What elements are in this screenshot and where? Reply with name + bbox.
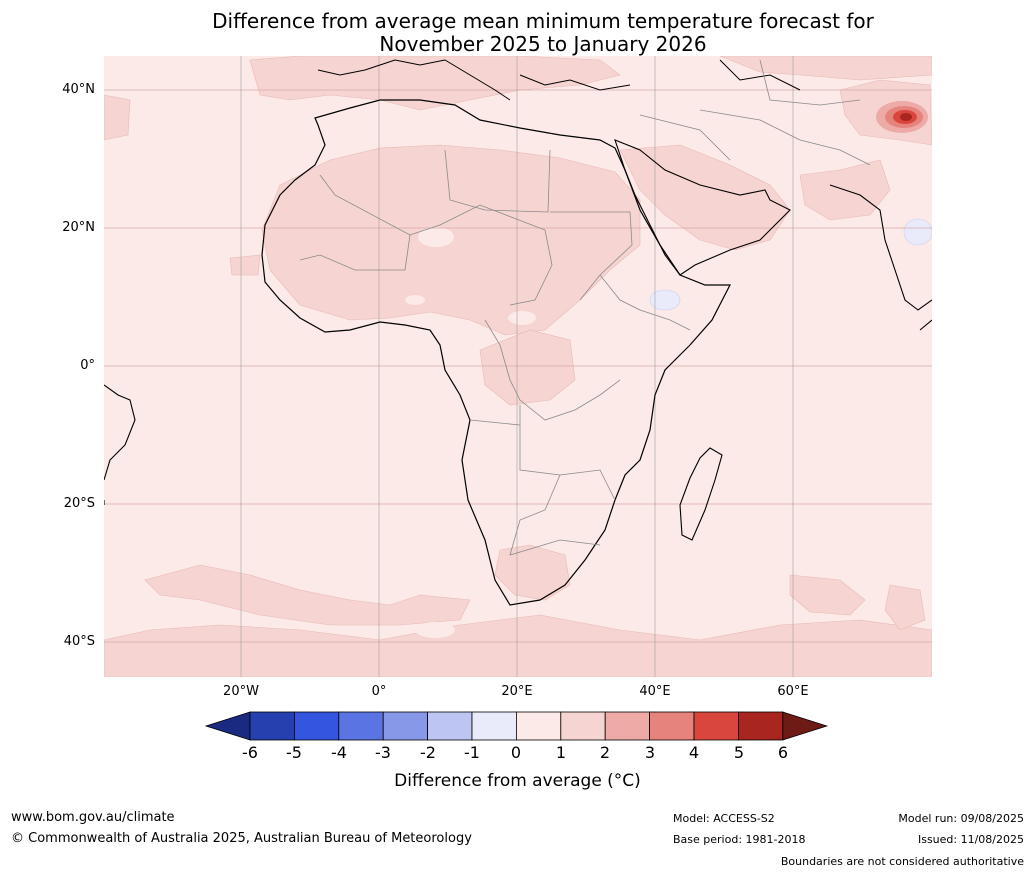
anomaly-negative-regions bbox=[649, 218, 932, 311]
europe-coastline bbox=[317, 59, 801, 101]
footer-base-period: Base period: 1981-2018 bbox=[673, 833, 806, 846]
colorbar-cell bbox=[427, 711, 473, 741]
india-coastline bbox=[829, 184, 932, 331]
colorbar-extend-low bbox=[204, 711, 251, 741]
colorbar-tick: 0 bbox=[510, 743, 522, 762]
footer-model-run: Model run: 09/08/2025 bbox=[898, 812, 1024, 825]
africa-coastline bbox=[261, 99, 731, 606]
colorbar-tick: 6 bbox=[777, 743, 789, 762]
lat-label-20s: 20°S bbox=[63, 496, 95, 511]
colorbar-tick: 2 bbox=[599, 743, 611, 762]
lat-label-40n: 40°N bbox=[62, 82, 95, 97]
madagascar-coastline bbox=[679, 447, 723, 541]
forecast-map bbox=[104, 56, 932, 677]
colorbar-extend-high bbox=[782, 711, 829, 741]
lon-label-60e: 60°E bbox=[777, 684, 809, 699]
colorbar-tick: -5 bbox=[286, 743, 302, 762]
colorbar-tick: -6 bbox=[242, 743, 258, 762]
footer-copyright: © Commonwealth of Australia 2025, Austra… bbox=[11, 831, 472, 846]
colorbar-cell bbox=[649, 711, 695, 741]
lon-label-0: 0° bbox=[371, 684, 387, 699]
country-borders bbox=[299, 59, 871, 556]
meridians bbox=[240, 56, 794, 677]
colorbar-cell bbox=[338, 711, 384, 741]
footer-model: Model: ACCESS-S2 bbox=[673, 812, 775, 825]
map-title: Difference from average mean minimum tem… bbox=[0, 10, 1035, 56]
lat-label-20n: 20°N bbox=[62, 220, 95, 235]
arabia-coastline bbox=[614, 139, 791, 276]
colorbar-tick: -2 bbox=[420, 743, 436, 762]
colorbar-cell bbox=[249, 711, 295, 741]
colorbar-cell bbox=[516, 711, 562, 741]
colorbar-cell bbox=[693, 711, 739, 741]
south-america-coastline bbox=[104, 384, 136, 505]
colorbar-cell bbox=[293, 711, 340, 741]
colorbar-label: Difference from average (°C) bbox=[394, 771, 641, 791]
lon-label-20e: 20°E bbox=[501, 684, 533, 699]
footer-website: www.bom.gov.au/climate bbox=[11, 810, 175, 825]
lat-label-0: 0° bbox=[80, 358, 95, 373]
lon-label-40e: 40°E bbox=[639, 684, 671, 699]
footer-disclaimer: Boundaries are not considered authoritat… bbox=[780, 855, 1024, 868]
colorbar-tick: 5 bbox=[733, 743, 745, 762]
colorbar-tick: -1 bbox=[464, 743, 480, 762]
colorbar-tick: -4 bbox=[331, 743, 347, 762]
colorbar-cell bbox=[382, 711, 429, 741]
lat-label-40s: 40°S bbox=[63, 634, 95, 649]
colorbar-cell bbox=[604, 711, 651, 741]
colorbar-tick: 4 bbox=[688, 743, 700, 762]
lon-label-20w: 20°W bbox=[223, 684, 259, 699]
colorbar-cell bbox=[471, 711, 517, 741]
colorbar-cell bbox=[738, 711, 784, 741]
map-title-line1: Difference from average mean minimum tem… bbox=[212, 9, 874, 33]
colorbar-cell bbox=[560, 711, 606, 741]
colorbar-tick: -3 bbox=[375, 743, 391, 762]
colorbar-tick: 1 bbox=[555, 743, 567, 762]
anomaly-0-1-holes bbox=[405, 227, 536, 638]
colorbar-tick: 3 bbox=[644, 743, 656, 762]
map-title-line2: November 2025 to January 2026 bbox=[379, 32, 707, 56]
footer-issued: Issued: 11/08/2025 bbox=[917, 833, 1024, 846]
gridlines bbox=[104, 89, 932, 643]
hotspot-himalaya bbox=[876, 101, 928, 133]
